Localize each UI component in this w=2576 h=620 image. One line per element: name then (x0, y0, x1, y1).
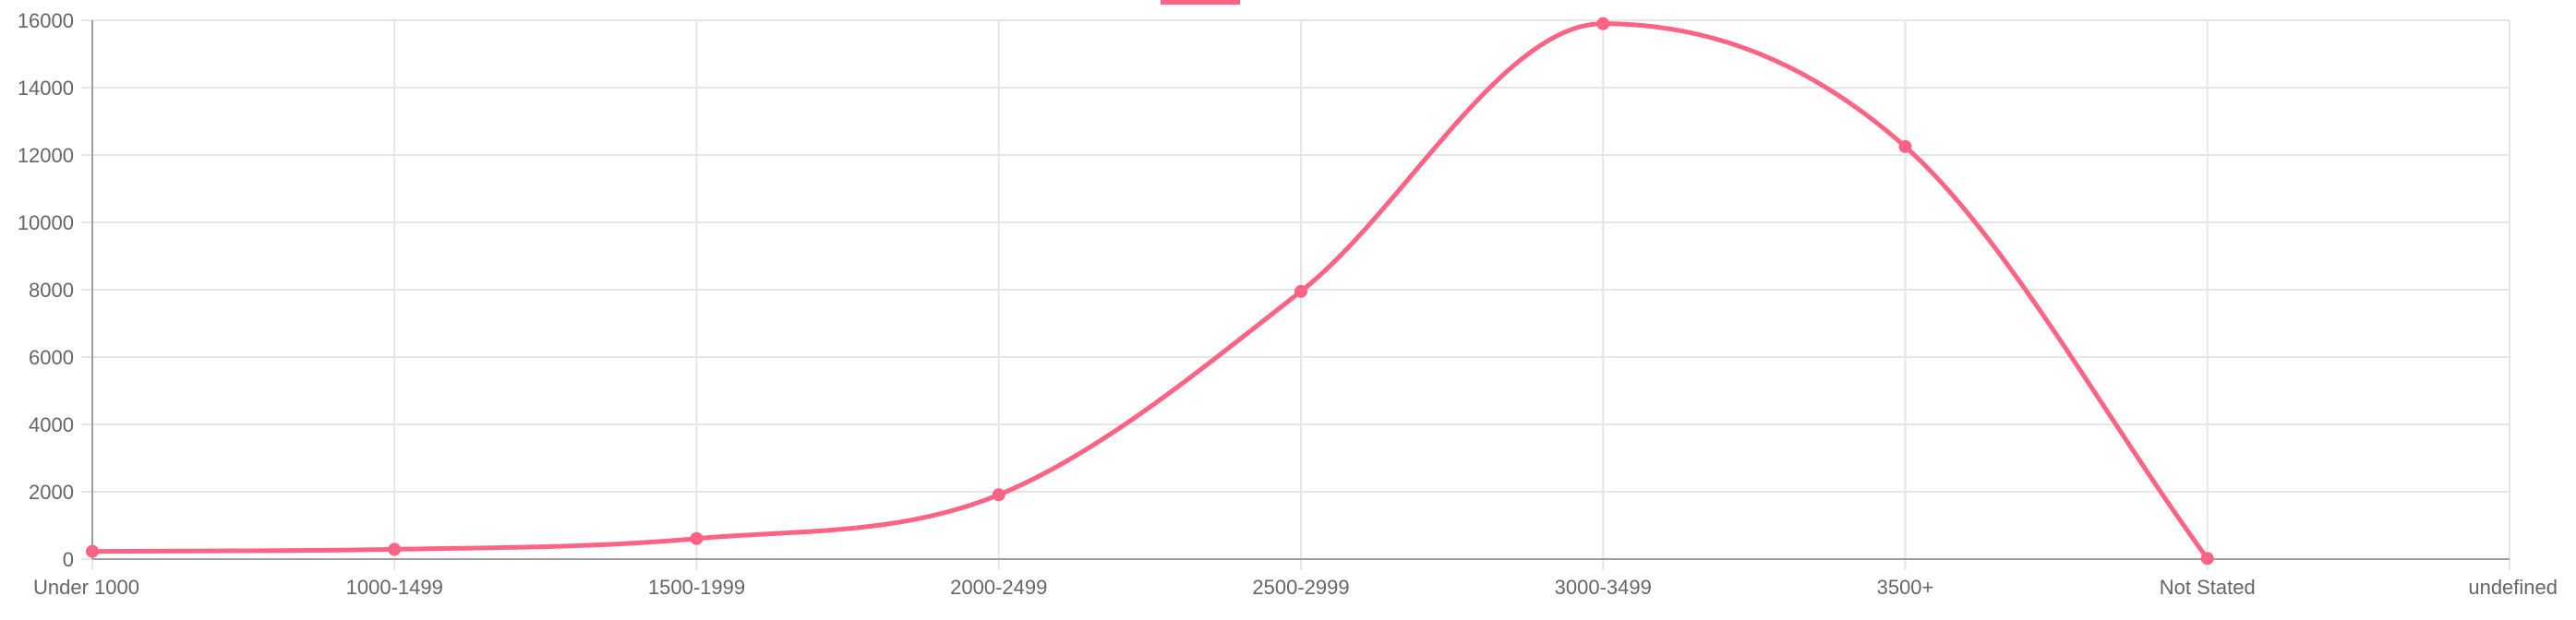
data-point[interactable] (1596, 17, 1610, 30)
x-tick-label: Not Stated (2160, 576, 2256, 599)
data-point[interactable] (690, 531, 704, 545)
y-tick-label: 10000 (18, 211, 74, 234)
legend[interactable] (1161, 0, 1240, 5)
data-point[interactable] (2200, 552, 2214, 566)
y-tick-label: 14000 (18, 77, 74, 100)
y-tick-label: 8000 (29, 279, 74, 302)
y-tick-label: 6000 (29, 346, 74, 369)
data-point[interactable] (1898, 139, 1912, 153)
data-point[interactable] (86, 544, 99, 558)
y-tick-label: 2000 (29, 481, 74, 504)
y-tick-label: 4000 (29, 413, 74, 436)
y-axis-ticks: 0 2000 4000 6000 8000 10000 12000 14000 16000 (18, 9, 74, 571)
axes (91, 20, 2510, 560)
x-tick-label: 3500+ (1877, 576, 1934, 599)
x-tick-label: 3000-3499 (1555, 576, 1652, 599)
legend-swatch[interactable] (1161, 0, 1240, 5)
data-point[interactable] (1294, 284, 1307, 298)
data-point[interactable] (992, 488, 1005, 502)
data-point[interactable] (388, 542, 402, 556)
x-tick-label: 2500-2999 (1252, 576, 1349, 599)
series (86, 17, 2214, 566)
x-tick-label: 1000-1499 (346, 576, 443, 599)
x-axis-ticks: Under 1000 1000-1499 1500-1999 2000-2499 250… (33, 576, 2558, 599)
x-tick-label: 2000-2499 (950, 576, 1047, 599)
y-tick-label: 0 (63, 548, 74, 571)
x-tick-label: undefined (2468, 576, 2558, 599)
x-tick-label: 1500-1999 (648, 576, 745, 599)
y-tick-label: 12000 (18, 144, 74, 167)
series-line (90, 21, 2210, 561)
x-tick-label: Under 1000 (33, 576, 139, 599)
y-tick-label: 16000 (18, 9, 74, 32)
